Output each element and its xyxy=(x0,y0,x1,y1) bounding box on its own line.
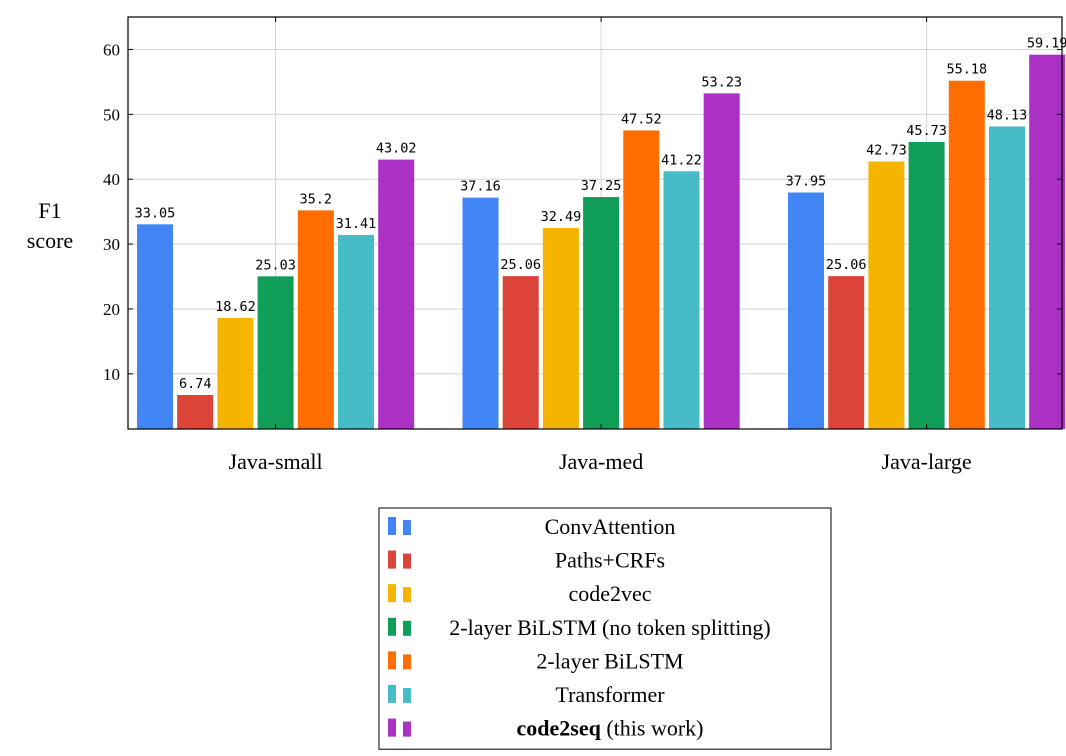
legend-entry: Paths+CRFs xyxy=(555,548,665,573)
data-label: 48.13 xyxy=(987,107,1028,123)
legend-entry: code2seq (this work) xyxy=(517,716,704,741)
bar xyxy=(137,224,173,429)
data-label: 6.74 xyxy=(179,376,212,392)
legend: ConvAttention Paths+CRFs code2vec 2-layer B… xyxy=(378,507,832,750)
data-label: 25.06 xyxy=(500,257,541,273)
legend-box xyxy=(378,507,832,750)
data-label: 37.95 xyxy=(786,174,827,190)
bar xyxy=(868,161,905,429)
legend-swatch xyxy=(388,584,396,603)
data-label: 45.73 xyxy=(906,123,947,139)
y-tick-label: 40 xyxy=(103,170,120,189)
data-label: 43.02 xyxy=(376,141,417,157)
data-label: 37.16 xyxy=(460,179,501,195)
legend-swatch xyxy=(403,520,411,535)
legend-swatch xyxy=(403,587,411,603)
bar xyxy=(542,227,579,429)
bar xyxy=(177,395,214,429)
legend-swatch xyxy=(403,620,411,636)
y-tick-label: 60 xyxy=(103,40,120,59)
legend-swatch xyxy=(388,651,396,670)
axes: 10 20 30 40 50 60 Java-small Java-med Java-large… xyxy=(27,16,1063,474)
plot-frame xyxy=(127,16,1063,430)
bar xyxy=(338,234,374,429)
bar xyxy=(703,93,740,430)
legend-entry: code2vec xyxy=(568,581,651,606)
legend-series-name: Paths+CRFs xyxy=(555,548,665,573)
y-tick-label: 20 xyxy=(103,300,120,319)
bar xyxy=(217,317,254,429)
data-label: 32.49 xyxy=(541,209,582,225)
legend-swatch xyxy=(403,553,411,569)
data-labels: 33.05 6.74 18.62 25.03 35.231.41 43.02 37.16 25… xyxy=(135,36,1066,392)
bar xyxy=(989,126,1025,429)
bar xyxy=(908,142,945,429)
x-tick-label: Java-small xyxy=(229,449,323,474)
legend-series-name: Transformer xyxy=(555,682,665,707)
x-tick-label: Java-large xyxy=(882,449,972,474)
bar xyxy=(378,159,415,429)
bar xyxy=(788,192,824,429)
data-label: 37.25 xyxy=(581,178,622,194)
data-label: 47.52 xyxy=(621,111,662,127)
data-label: 25.06 xyxy=(826,257,867,273)
bar xyxy=(948,80,985,429)
data-label: 31.41 xyxy=(336,216,377,232)
legend-swatch xyxy=(403,654,411,670)
bar xyxy=(623,130,660,429)
legend-entry: 2-layer BiLSTM (no token splitting) xyxy=(449,615,770,640)
data-label: 55.18 xyxy=(946,62,987,78)
data-label: 53.23 xyxy=(701,74,742,90)
legend-entry: Transformer xyxy=(555,682,665,707)
y-axis-label: F1 xyxy=(38,198,61,223)
legend-series-suffix: (this work) xyxy=(601,716,704,741)
data-label: 25.03 xyxy=(255,257,296,273)
data-label: 59.19 xyxy=(1027,36,1066,52)
legend-swatch xyxy=(403,721,411,737)
legend-swatch xyxy=(388,685,396,703)
bar xyxy=(828,276,865,429)
legend-series-name: ConvAttention xyxy=(545,514,676,539)
legend-series-name: 2-layer BiLSTM xyxy=(536,648,683,673)
bar xyxy=(502,276,539,429)
legend-series-name: code2vec xyxy=(568,581,651,606)
y-axis-label: score xyxy=(27,228,73,253)
x-tick-label: Java-med xyxy=(559,449,643,474)
bars xyxy=(137,54,1066,430)
bar xyxy=(1029,54,1066,429)
y-tick-label: 30 xyxy=(103,235,120,254)
data-label: 35.2 xyxy=(300,191,333,207)
legend-entry: ConvAttention xyxy=(545,514,676,539)
bar xyxy=(257,276,294,429)
legend-swatch xyxy=(403,688,411,703)
data-label: 41.22 xyxy=(661,152,702,168)
legend-swatch xyxy=(388,517,396,535)
legend-swatch xyxy=(388,550,396,569)
legend-series-name: code2seq xyxy=(517,716,602,741)
data-label: 42.73 xyxy=(866,142,907,158)
y-tick-label: 50 xyxy=(103,105,120,124)
data-label: 18.62 xyxy=(215,299,256,315)
legend-series-name: 2-layer BiLSTM (no token splitting) xyxy=(449,615,770,640)
bar xyxy=(583,197,620,429)
legend-entry: 2-layer BiLSTM xyxy=(536,648,683,673)
data-label: 33.05 xyxy=(135,205,176,221)
legend-swatch xyxy=(388,718,396,737)
y-tick-label: 10 xyxy=(103,365,120,384)
bar xyxy=(297,210,334,429)
bar xyxy=(663,171,700,430)
legend-swatch xyxy=(388,617,396,636)
bar xyxy=(462,197,499,429)
